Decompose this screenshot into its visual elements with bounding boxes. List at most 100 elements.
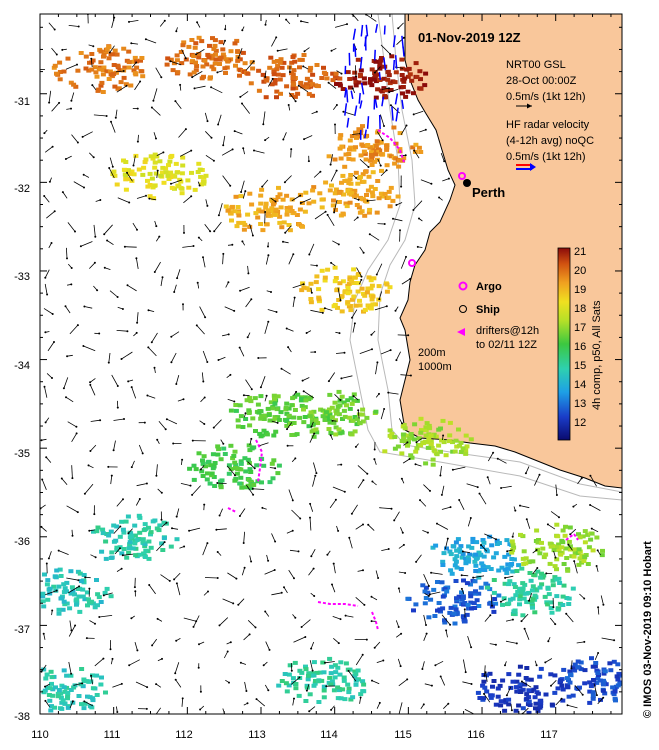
sst-pixel [136,167,142,172]
current-arrowhead [130,42,133,45]
sst-pixel [561,667,567,672]
sst-pixel [245,483,251,488]
sst-pixel [371,77,377,82]
sst-pixel [521,596,527,601]
sst-pixel [107,69,113,74]
sst-pixel [197,167,203,172]
sst-pixel [516,703,522,708]
current-arrow [277,48,288,52]
current-arrowhead [146,394,149,397]
sst-pixel [142,522,148,527]
current-arrowhead [418,217,420,220]
sst-pixel [234,224,240,229]
current-arrowhead [229,373,232,376]
sst-pixel [537,674,543,679]
current-arrow [238,598,245,606]
sst-pixel [448,568,454,573]
sst-pixel [502,554,508,559]
sst-pixel [456,594,462,599]
sst-pixel [403,439,408,444]
sst-pixel [336,298,342,302]
current-arrowhead [273,569,276,571]
sst-pixel [290,72,296,77]
sst-pixel [335,696,341,701]
current-arrow [110,475,113,485]
sst-pixel [315,421,321,425]
current-arrow [131,386,137,399]
sst-pixel [552,673,558,678]
current-arrow [126,172,133,182]
current-arrow [124,246,137,248]
sst-pixel [58,695,64,700]
sst-pixel [314,63,320,67]
current-arrowhead [310,425,313,428]
sst-pixel [133,546,139,551]
sst-pixel [218,479,223,484]
sst-pixel [238,68,243,73]
sst-pixel [314,670,320,675]
current-arrowhead [430,684,433,687]
sst-pixel [376,284,382,289]
sst-pixel [54,568,60,573]
current-arrow [213,221,222,232]
sst-pixel [307,692,313,697]
current-arrowhead [363,603,366,606]
current-arrowhead [324,661,326,664]
current-arrow [341,375,353,379]
sst-pixel [368,184,374,189]
sst-pixel [346,152,352,156]
sst-pixel [322,418,328,422]
sst-pixel [62,701,68,706]
sst-pixel [324,76,330,81]
sst-pixel [338,156,344,161]
current-arrow [69,701,74,709]
sst-pixel [493,702,499,707]
sst-pixel [418,150,424,154]
current-arrowhead [244,412,247,415]
current-arrow [41,479,47,490]
sst-pixel [530,559,536,564]
current-arrowhead [128,201,131,204]
sst-pixel [550,583,556,588]
sst-pixel [284,212,290,217]
sst-pixel [370,170,376,175]
sst-pixel [468,582,473,587]
sst-pixel [513,593,519,598]
current-arrowhead [239,289,242,292]
sst-pixel [275,195,281,199]
sst-pixel [333,418,338,423]
sst-pixel [114,52,120,57]
sst-pixel [347,415,353,420]
sst-pixel [256,68,262,73]
sst-pixel [213,52,218,57]
current-arrow [286,530,293,534]
sst-pixel [201,179,207,184]
sst-pixel [172,174,178,179]
sst-pixel [532,610,538,615]
sst-pixel [55,694,61,699]
current-arrow [413,200,423,211]
current-arrowhead [567,543,570,546]
current-arrowhead [294,616,297,619]
current-arrow [170,60,182,66]
current-arrowhead [297,550,300,553]
sst-pixel [299,201,305,205]
sst-pixel [348,432,354,437]
sst-pixel [281,220,287,225]
sst-pixel [369,297,375,302]
sst-pixel [520,613,526,618]
current-arrow [424,683,432,686]
sst-pixel [299,403,305,408]
current-arrow [113,526,121,534]
map-title: 01-Nov-2019 12Z [418,30,521,45]
current-arrowhead [189,484,192,487]
current-arrowhead [127,532,130,535]
current-arrowhead [362,479,365,482]
current-arrowhead [314,351,317,353]
current-arrowhead [120,358,123,360]
current-arrow [532,567,538,575]
current-arrowhead [183,545,186,548]
sst-pixel [549,610,555,615]
sst-pixel [273,197,279,202]
sst-pixel [560,594,566,599]
